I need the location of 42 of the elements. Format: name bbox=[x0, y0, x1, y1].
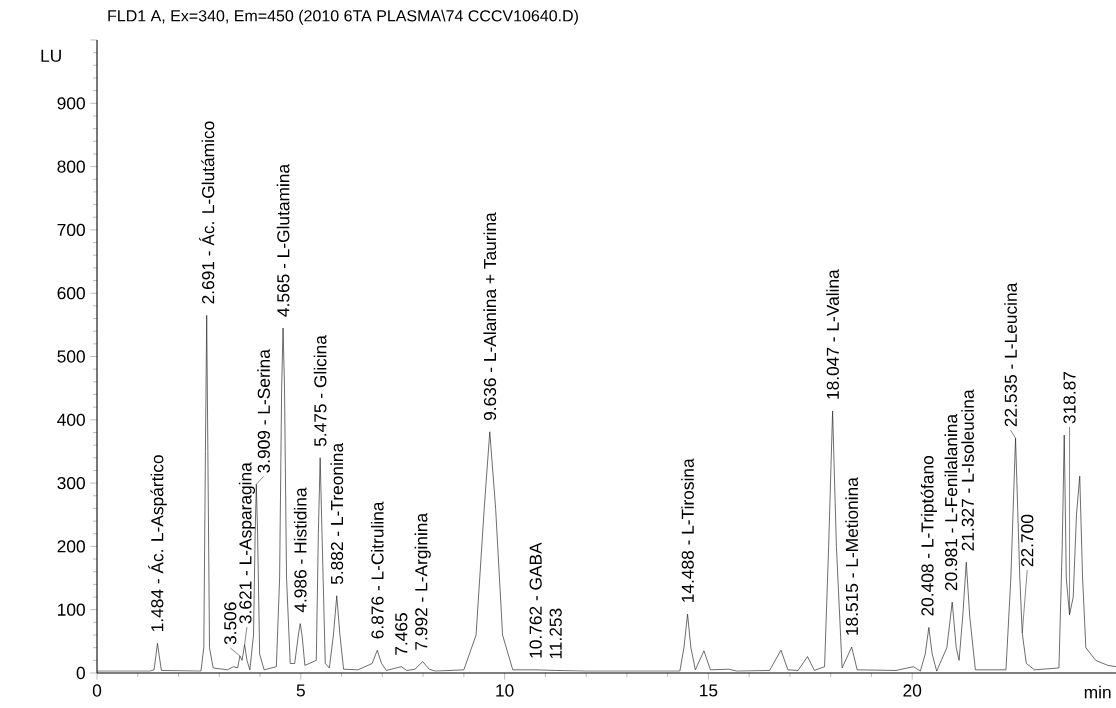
annotation: 22.700 bbox=[1021, 514, 1034, 567]
x-tick-label: 5 bbox=[296, 684, 305, 697]
y-tick-label: 700 bbox=[57, 223, 85, 237]
y-tick-label: 600 bbox=[57, 287, 85, 300]
annotation: 3.506 bbox=[224, 602, 237, 645]
annotation: 20.981 - L-Fenilalanina bbox=[944, 413, 958, 591]
annotation: 3.621 - L-Asparagina bbox=[238, 462, 256, 624]
y-tick-label: 100 bbox=[58, 603, 85, 616]
y-axis-title: LU bbox=[41, 49, 61, 62]
x-tick-label: 20 bbox=[903, 684, 922, 697]
y-tick-label: 200 bbox=[57, 540, 85, 553]
x-tick-label: 0 bbox=[92, 684, 102, 697]
annotation: 4.986 - Histidina bbox=[293, 487, 307, 613]
annotation: 22.535 - L-Leucina bbox=[1004, 282, 1017, 427]
annotation: 18.047 - L-Valina bbox=[826, 269, 839, 399]
y-tick-label: 500 bbox=[57, 350, 85, 363]
annotation: 7.465 bbox=[395, 613, 408, 655]
y-tick-label: 900 bbox=[57, 97, 85, 110]
x-axis-title: min bbox=[1084, 685, 1111, 699]
annotation: 5.882 - L-Treonina bbox=[330, 442, 344, 585]
annotation: 20.408 - L-Triptófano bbox=[920, 456, 938, 616]
annotation: 10.762 - GABA bbox=[529, 542, 542, 658]
x-tick-label: 10 bbox=[496, 684, 514, 697]
annotation: 5.475 - Glicina bbox=[313, 335, 327, 447]
x-tick-label: 15 bbox=[700, 684, 718, 697]
y-tick-label: 300 bbox=[57, 476, 85, 490]
annotation: 11.253 bbox=[549, 608, 562, 659]
annotation: 1.484 - Ác. L-Aspártico bbox=[148, 455, 167, 631]
chart-title: FLD1 A, Ex=340, Em=450 (2010 6TA PLASMA\74 CCCV10640.D) bbox=[108, 9, 578, 25]
annotation: 14.488 - L-Tirosina bbox=[681, 458, 694, 602]
annotation: 6.876 - L-Citrulina bbox=[370, 501, 384, 639]
annotation: 21.327 - L-Isoleucina bbox=[961, 389, 974, 551]
y-tick-label: 800 bbox=[57, 160, 85, 173]
annotation: 3.909 - L-Serina bbox=[257, 349, 270, 473]
y-tick-label: 400 bbox=[57, 413, 85, 426]
annotation: 318.87 bbox=[1063, 371, 1076, 424]
y-tick-label: 0 bbox=[76, 666, 85, 680]
annotation: 9.636 - L-Alanina + Taurina bbox=[483, 212, 497, 421]
annotation: 18.515 - L-Metionina bbox=[845, 477, 859, 635]
annotation: 7.992 - L-Arginina bbox=[414, 512, 431, 650]
annotation: 4.565 - L-Glutamina bbox=[276, 163, 290, 317]
annotation: 2.691 - Ác. L-Glutámico bbox=[199, 121, 215, 304]
